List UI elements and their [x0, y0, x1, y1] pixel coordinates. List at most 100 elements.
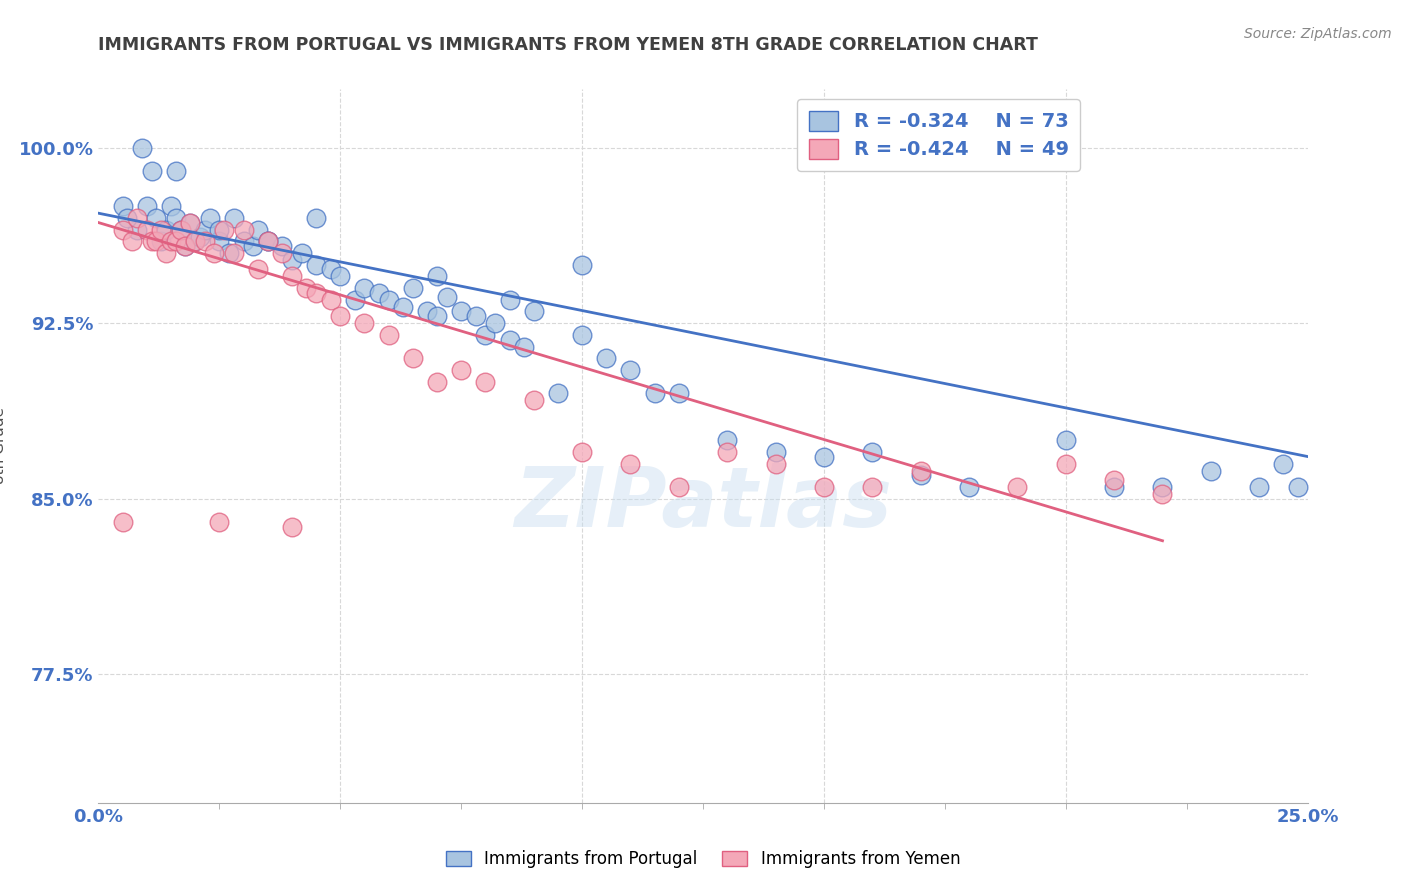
Point: [305, 285, 328, 300]
Point: [169, 222, 191, 236]
Point: [860, 445, 883, 459]
Point: [1152, 487, 1174, 501]
Point: [281, 252, 304, 267]
Y-axis label: 8th Grade: 8th Grade: [0, 408, 7, 484]
Point: [208, 222, 231, 236]
Point: [644, 386, 666, 401]
Point: [957, 480, 980, 494]
Point: [165, 211, 187, 225]
Point: [402, 351, 425, 366]
Point: [232, 222, 254, 236]
Point: [668, 480, 690, 494]
Point: [571, 445, 593, 459]
Point: [121, 234, 143, 248]
Point: [305, 211, 328, 225]
Point: [716, 433, 738, 447]
Point: [188, 229, 211, 244]
Text: IMMIGRANTS FROM PORTUGAL VS IMMIGRANTS FROM YEMEN 8TH GRADE CORRELATION CHART: IMMIGRANTS FROM PORTUGAL VS IMMIGRANTS F…: [98, 36, 1038, 54]
Point: [547, 386, 569, 401]
Point: [436, 290, 458, 304]
Point: [155, 246, 177, 260]
Point: [1054, 457, 1077, 471]
Point: [222, 246, 245, 260]
Point: [247, 222, 270, 236]
Point: [860, 480, 883, 494]
Point: [247, 262, 270, 277]
Point: [141, 234, 163, 248]
Point: [212, 222, 235, 236]
Point: [135, 199, 157, 213]
Point: [474, 327, 496, 342]
Point: [426, 375, 449, 389]
Point: [474, 375, 496, 389]
Point: [392, 300, 415, 314]
Point: [174, 239, 197, 253]
Point: [1102, 480, 1125, 494]
Point: [242, 239, 264, 253]
Point: [450, 304, 472, 318]
Point: [179, 216, 201, 230]
Point: [155, 222, 177, 236]
Point: [281, 269, 304, 284]
Point: [179, 216, 201, 230]
Point: [256, 234, 278, 248]
Point: [513, 340, 536, 354]
Point: [222, 211, 245, 225]
Point: [194, 222, 217, 236]
Point: [141, 164, 163, 178]
Point: [111, 199, 134, 213]
Text: Source: ZipAtlas.com: Source: ZipAtlas.com: [1244, 27, 1392, 41]
Point: [619, 457, 641, 471]
Point: [765, 445, 787, 459]
Point: [343, 293, 366, 307]
Point: [353, 281, 375, 295]
Point: [131, 141, 153, 155]
Point: [232, 234, 254, 248]
Point: [377, 327, 399, 342]
Point: [368, 285, 391, 300]
Point: [127, 211, 149, 225]
Point: [281, 519, 304, 533]
Point: [194, 234, 217, 248]
Point: [160, 199, 183, 213]
Point: [198, 211, 221, 225]
Point: [1054, 433, 1077, 447]
Point: [329, 269, 352, 284]
Point: [169, 222, 191, 236]
Point: [571, 327, 593, 342]
Point: [523, 393, 546, 408]
Point: [402, 281, 425, 295]
Point: [910, 464, 932, 478]
Point: [523, 304, 546, 318]
Point: [127, 222, 149, 236]
Point: [256, 234, 278, 248]
Point: [1272, 457, 1295, 471]
Point: [319, 293, 342, 307]
Point: [1102, 473, 1125, 487]
Point: [464, 309, 486, 323]
Point: [295, 281, 318, 295]
Point: [1152, 480, 1174, 494]
Point: [271, 246, 294, 260]
Point: [1249, 480, 1271, 494]
Point: [571, 258, 593, 272]
Point: [910, 468, 932, 483]
Point: [1007, 480, 1029, 494]
Point: [1199, 464, 1222, 478]
Point: [165, 234, 187, 248]
Point: [813, 450, 835, 464]
Point: [208, 234, 231, 248]
Point: [145, 211, 167, 225]
Point: [290, 246, 312, 260]
Point: [150, 234, 173, 248]
Point: [305, 258, 328, 272]
Point: [256, 234, 278, 248]
Point: [204, 246, 226, 260]
Point: [426, 269, 449, 284]
Point: [150, 222, 173, 236]
Point: [353, 316, 375, 330]
Point: [377, 293, 399, 307]
Point: [218, 246, 240, 260]
Point: [208, 515, 231, 529]
Point: [716, 445, 738, 459]
